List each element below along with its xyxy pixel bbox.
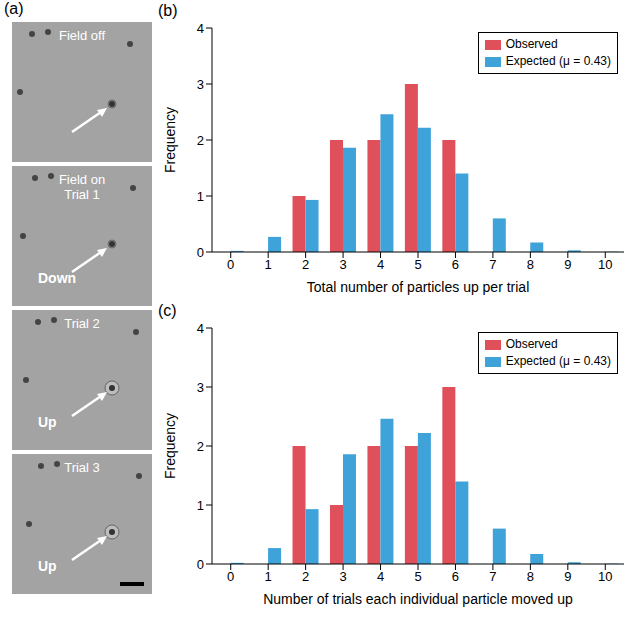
svg-text:Frequency: Frequency xyxy=(162,413,178,479)
svg-text:2: 2 xyxy=(302,257,309,272)
svg-text:10: 10 xyxy=(598,569,612,584)
svg-text:10: 10 xyxy=(598,257,612,272)
svg-text:8: 8 xyxy=(527,257,534,272)
html-text:Field off: Field off xyxy=(59,28,105,43)
svg-text:7: 7 xyxy=(489,257,496,272)
svg-text:1: 1 xyxy=(197,498,204,513)
svg-text:3: 3 xyxy=(339,257,346,272)
svg-text:6: 6 xyxy=(452,257,459,272)
svg-text:0: 0 xyxy=(227,569,234,584)
svg-text:1: 1 xyxy=(197,189,204,204)
svg-text:3: 3 xyxy=(197,380,204,395)
html-text:Trial 3: Trial 3 xyxy=(64,460,100,475)
html-text:(a): (a) xyxy=(4,0,24,17)
svg-text:2: 2 xyxy=(197,133,204,148)
svg-text:4: 4 xyxy=(197,321,204,336)
html-text:(b): (b) xyxy=(158,2,178,19)
svg-text:1: 1 xyxy=(265,257,272,272)
html-text:Up: Up xyxy=(38,558,57,574)
svg-text:9: 9 xyxy=(564,569,571,584)
svg-text:5: 5 xyxy=(414,569,421,584)
html-text:Observed: Observed xyxy=(505,37,558,51)
svg-text:4: 4 xyxy=(377,569,384,584)
svg-text:Frequency: Frequency xyxy=(162,107,178,173)
html-text:Expected (μ = 0.43): Expected (μ = 0.43) xyxy=(505,354,611,368)
svg-text:1: 1 xyxy=(265,569,272,584)
svg-text:2: 2 xyxy=(302,569,309,584)
svg-text:7: 7 xyxy=(489,569,496,584)
svg-text:5: 5 xyxy=(414,257,421,272)
svg-text:0: 0 xyxy=(197,557,204,572)
html-text:Field on: Field on xyxy=(58,172,106,187)
svg-text:4: 4 xyxy=(197,21,204,36)
html-text:Expected (μ = 0.43): Expected (μ = 0.43) xyxy=(505,54,611,68)
html-text:Observed: Observed xyxy=(505,337,558,351)
svg-text:4: 4 xyxy=(377,257,384,272)
html-text:Trial 1: Trial 1 xyxy=(64,187,100,202)
svg-text:6: 6 xyxy=(452,569,459,584)
html-text:(c): (c) xyxy=(158,302,177,319)
svg-text:8: 8 xyxy=(527,569,534,584)
svg-text:3: 3 xyxy=(197,77,204,92)
svg-text:Total number of particles up p: Total number of particles up per trial xyxy=(307,279,530,295)
html-text:Down: Down xyxy=(38,270,77,286)
svg-text:0: 0 xyxy=(197,245,204,260)
svg-text:9: 9 xyxy=(564,257,571,272)
html-text:Trial 2: Trial 2 xyxy=(64,316,100,331)
svg-text:0: 0 xyxy=(227,257,234,272)
svg-text:3: 3 xyxy=(339,569,346,584)
svg-text:Number of trials each individu: Number of trials each individual particl… xyxy=(263,591,573,607)
svg-text:2: 2 xyxy=(197,439,204,454)
html-text:Up: Up xyxy=(38,414,57,430)
